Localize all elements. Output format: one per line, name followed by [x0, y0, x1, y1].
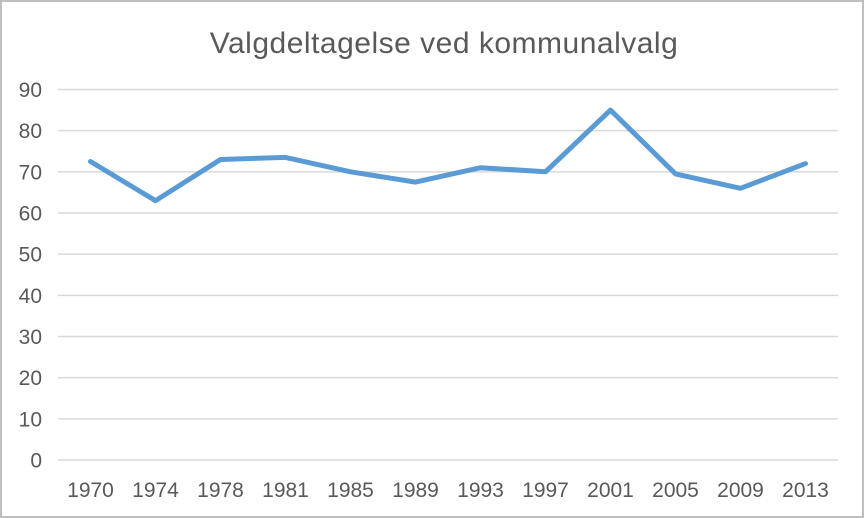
x-tick-label: 2013 [782, 479, 829, 502]
x-axis-tick-labels: 1970 1974 1978 1981 1985 1989 1993 1997 2001 2005… [67, 479, 829, 502]
x-tick-label: 2001 [587, 479, 634, 502]
x-tick-label: 1970 [67, 479, 114, 502]
y-tick-label: 60 [19, 203, 42, 226]
x-tick-label: 2009 [717, 479, 764, 502]
y-tick-label: 90 [19, 79, 42, 102]
data-line-series [88, 107, 808, 204]
x-tick-label: 1985 [327, 479, 374, 502]
x-tick-label: 1989 [392, 479, 439, 502]
y-axis-tick-labels: 90 80 70 60 50 40 30 20 10 0 [19, 79, 42, 473]
x-tick-label: 1978 [197, 479, 244, 502]
y-tick-label: 80 [19, 120, 42, 143]
y-tick-label: 70 [19, 161, 42, 184]
y-tick-label: 30 [19, 326, 42, 349]
x-tick-label: 1981 [262, 479, 309, 502]
y-tick-label: 50 [19, 244, 42, 267]
x-tick-label: 1974 [132, 479, 179, 502]
chart-title: Valgdeltagelse ved kommunalvalg [210, 27, 679, 60]
y-tick-label: 10 [19, 408, 42, 431]
x-tick-label: 1997 [522, 479, 569, 502]
y-tick-label: 20 [19, 367, 42, 390]
y-tick-label: 0 [30, 450, 42, 473]
gridlines [58, 88, 838, 461]
x-tick-label: 2005 [652, 479, 699, 502]
y-tick-label: 40 [19, 285, 42, 308]
x-tick-label: 1993 [457, 479, 504, 502]
